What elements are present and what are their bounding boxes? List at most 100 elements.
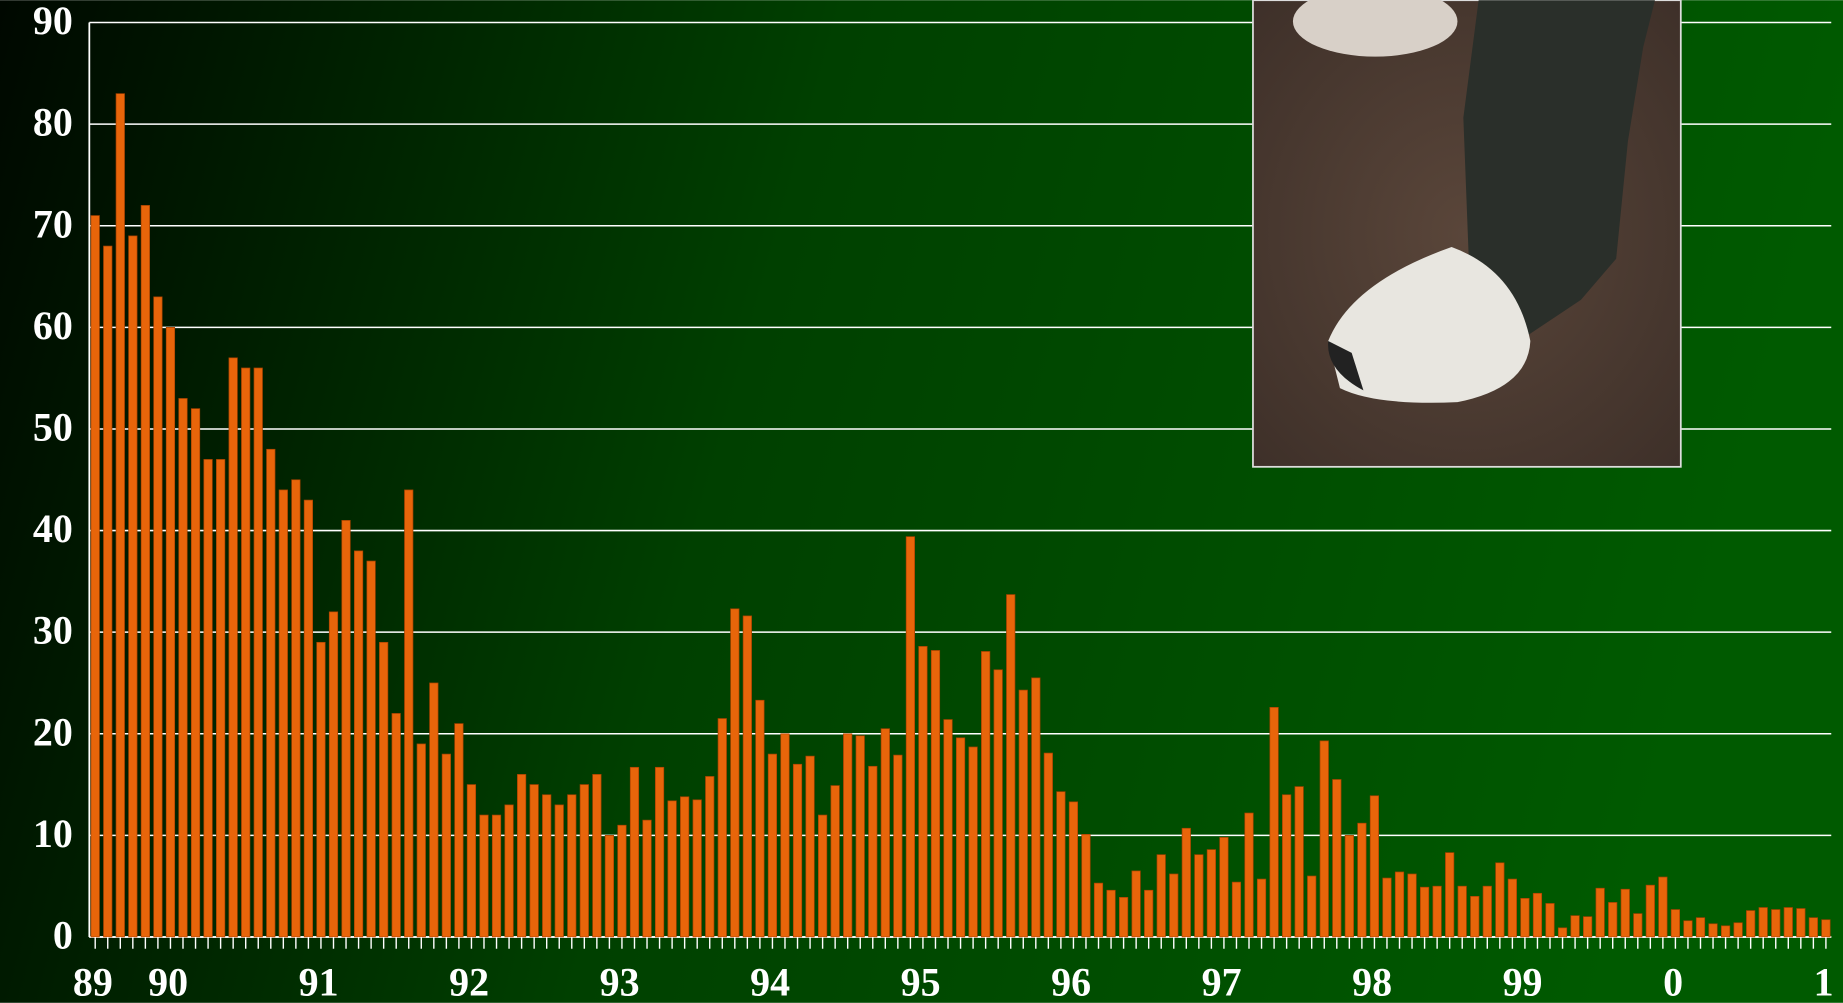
bar [1344,835,1354,938]
bar [178,398,188,938]
bar [1319,740,1329,938]
bar [1746,910,1756,938]
y-tick-label: 70 [33,201,73,246]
bar [1332,779,1342,938]
bar [128,235,138,938]
bar [868,765,878,938]
bar [1595,887,1605,938]
bar [567,794,577,938]
bar [228,357,238,938]
bar [1294,786,1304,938]
bar [1545,903,1555,938]
bar [1156,854,1166,938]
bar [1282,794,1292,938]
bar [1219,837,1229,938]
bar [1758,907,1768,938]
y-tick-label: 40 [33,506,73,551]
bar [1043,752,1053,938]
bar [1520,898,1530,938]
bar [692,799,702,938]
bar [241,367,251,938]
bar [730,608,740,938]
bar [1783,907,1793,938]
bar [554,804,564,938]
bar [1570,915,1580,938]
bar [1169,873,1179,938]
x-tick-label: 97 [1202,960,1242,1003]
x-tick-label: 1 [1814,960,1834,1003]
bar [1708,923,1718,938]
x-tick-label: 91 [299,960,339,1003]
bar [742,615,752,938]
y-tick-label: 0 [53,913,73,958]
bar [491,814,502,938]
bar [1658,876,1668,938]
y-tick-label: 30 [33,608,73,653]
bar [1645,884,1655,938]
bar [1382,877,1392,938]
bar [968,746,978,938]
bar [1131,870,1141,938]
bar [291,479,301,938]
bar [1018,689,1028,938]
bar [1369,795,1380,938]
y-tick-label: 90 [33,0,73,43]
x-tick-label: 96 [1051,960,1091,1003]
bar [1420,886,1430,938]
bar [1583,916,1593,938]
x-tick-label: 90 [148,960,188,1003]
bar [1633,913,1643,938]
y-tick-label: 60 [33,303,73,348]
bar [416,743,426,938]
bar [1495,862,1505,938]
bar [893,754,903,938]
bar [1457,885,1467,938]
bar [303,499,313,938]
bar [366,560,376,938]
x-tick-label: 92 [449,960,489,1003]
bar [542,794,552,938]
bar [1206,849,1216,938]
bar [1006,594,1016,938]
bar [1720,925,1731,938]
y-tick-label: 80 [33,100,73,145]
bar [1821,919,1831,938]
bar [818,814,828,938]
bar [1482,885,1492,938]
bar [717,718,727,938]
bar [629,766,640,938]
bar [617,824,627,938]
bar [1394,871,1405,938]
bar [830,785,840,938]
bar [216,459,226,938]
bar [253,367,263,938]
bar [1507,878,1517,938]
bar [115,93,125,938]
bar [203,459,213,938]
bar [943,719,953,938]
bar [1031,677,1041,938]
bar [805,755,815,938]
bar [880,728,890,938]
bar [780,733,790,938]
bar [1470,895,1480,938]
bar [404,489,414,938]
bar [1056,791,1066,938]
bar [993,669,1003,938]
bar [266,448,276,938]
x-tick-label: 0 [1663,960,1683,1003]
bar [454,723,464,938]
bar [1256,878,1267,938]
bar [1557,927,1568,938]
bar [103,245,113,938]
photo-inset [1252,0,1682,468]
x-tick-label: 99 [1503,960,1543,1003]
bar [767,753,778,938]
bar [1771,909,1781,938]
bar [316,641,326,938]
bar [429,682,439,938]
bar [1445,852,1455,938]
bar [654,766,665,938]
bar [140,205,150,938]
